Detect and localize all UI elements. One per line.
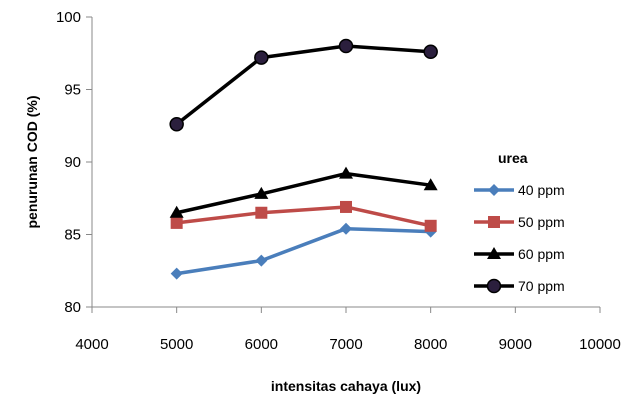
- legend-item: 60 ppm: [474, 246, 565, 262]
- data-point: [424, 219, 437, 232]
- series-layer: [169, 38, 438, 280]
- data-point: [423, 44, 438, 60]
- data-point: [254, 50, 269, 65]
- series-line: [176, 171, 431, 215]
- x-axis-title: intensitas cahaya (lux): [271, 378, 421, 394]
- legend-marker: [487, 247, 501, 259]
- axes: 80 85 90 95 100 4000 5000 6000 7000 8000 9000 10000: [56, 9, 621, 353]
- legend-item: 50 ppm: [474, 214, 565, 230]
- y-tick-label: 90: [64, 154, 81, 171]
- y-tick-label: 100: [56, 9, 81, 26]
- legend-marker: [488, 184, 500, 196]
- data-point: [423, 178, 438, 191]
- series-4: [169, 38, 438, 132]
- data-point: [255, 206, 268, 219]
- x-tick-label: 9000: [499, 336, 532, 353]
- legend-label: 70 ppm: [518, 278, 565, 294]
- series-line: [176, 226, 431, 276]
- data-point: [170, 216, 183, 229]
- x-tick-label: 6000: [245, 336, 278, 353]
- series-3: [169, 166, 438, 218]
- series-2: [170, 200, 437, 232]
- legend: 40 ppm 50 ppm 60 ppm 70 ppm: [474, 182, 565, 294]
- legend-label: 50 ppm: [518, 214, 565, 230]
- series-line: [176, 205, 432, 228]
- data-point: [170, 267, 183, 280]
- y-tick-label: 95: [64, 82, 81, 99]
- data-point: [169, 205, 184, 218]
- x-tick-label: 5000: [160, 336, 193, 353]
- data-point: [255, 254, 268, 267]
- legend-label: 40 ppm: [518, 182, 565, 198]
- y-axis-title: penurunan COD (%): [24, 96, 40, 229]
- legend-label: 60 ppm: [518, 246, 565, 262]
- data-point: [254, 186, 269, 199]
- legend-item: 70 ppm: [474, 278, 565, 294]
- y-tick-label: 80: [64, 299, 81, 316]
- series-line: [175, 44, 431, 126]
- x-tick-label: 4000: [75, 336, 108, 353]
- data-point: [169, 117, 184, 132]
- data-point: [339, 166, 353, 179]
- data-point: [338, 38, 354, 54]
- data-point: [340, 200, 352, 213]
- legend-title: urea: [498, 150, 528, 166]
- x-tick-label: 10000: [579, 336, 621, 353]
- series-1: [170, 222, 437, 280]
- x-tick-label: 8000: [414, 336, 447, 353]
- legend-item: 40 ppm: [474, 182, 565, 198]
- legend-marker: [488, 216, 500, 228]
- data-point: [340, 222, 352, 235]
- y-tick-label: 85: [64, 227, 81, 244]
- x-tick-label: 7000: [329, 336, 362, 353]
- legend-marker: [486, 278, 502, 294]
